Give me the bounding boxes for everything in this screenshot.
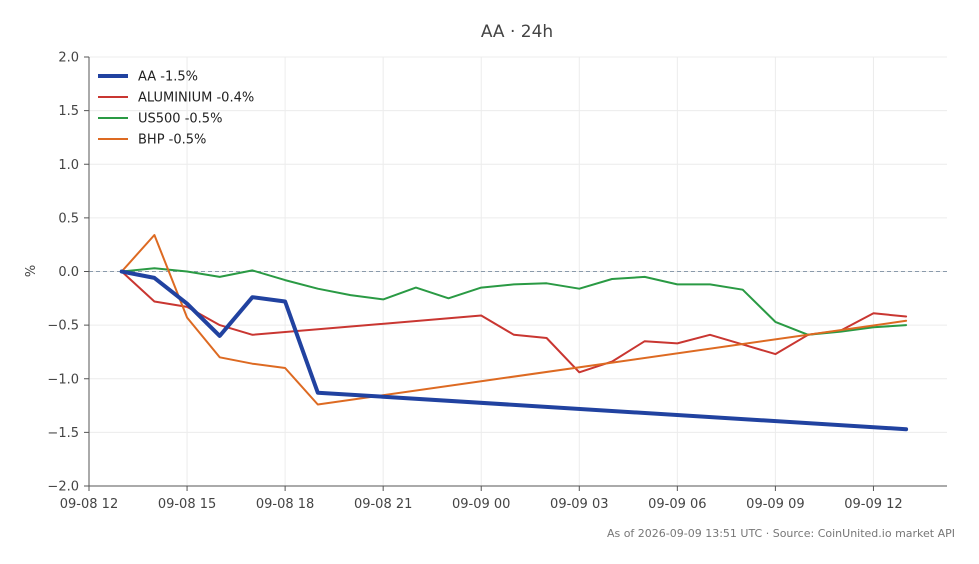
- x-tick-label: 09-08 12: [60, 497, 118, 512]
- legend-label: ALUMINIUM -0.4%: [138, 91, 254, 106]
- x-tick-label: 09-09 00: [452, 497, 510, 512]
- series-line-1: [120, 270, 908, 374]
- x-tick-label: 09-08 18: [256, 497, 314, 512]
- series-line-3: [120, 234, 908, 406]
- x-tick-label: 09-09 03: [550, 497, 608, 512]
- y-tick-label: −1.0: [47, 372, 79, 387]
- legend-label: BHP -0.5%: [138, 133, 206, 148]
- x-tick-label: 09-08 21: [354, 497, 412, 512]
- y-tick-label: 0.0: [58, 265, 79, 280]
- y-tick-label: −1.5: [47, 426, 79, 441]
- y-tick-label: 1.5: [58, 104, 79, 119]
- y-tick-label: −0.5: [47, 319, 79, 334]
- y-tick-label: −2.0: [47, 480, 79, 495]
- x-tick-label: 09-08 15: [158, 497, 216, 512]
- series-lines: [119, 234, 909, 432]
- y-axis-label: %: [24, 265, 39, 277]
- y-tick-label: 1.0: [58, 158, 79, 173]
- x-axis-ticks: 09-08 12 09-08 15 09-08 18 09-08 21 09-09 00…: [60, 486, 903, 512]
- legend-label: AA -1.5%: [138, 70, 198, 85]
- footer-note: As of 2026-09-09 13:51 UTC · Source: Coi…: [607, 527, 955, 540]
- y-tick-label: 2.0: [58, 51, 79, 66]
- y-axis-ticks: −2.0 −1.5 −1.0 −0.5 0.0 0.5 1.0 1.5 2.0: [47, 51, 89, 495]
- x-tick-label: 09-09 06: [648, 497, 706, 512]
- series-line-0: [119, 269, 909, 432]
- x-tick-label: 09-09 12: [844, 497, 902, 512]
- series-line-2: [120, 267, 908, 336]
- legend: AA -1.5% ALUMINIUM -0.4% US500 -0.5% BHP -0…: [98, 70, 254, 148]
- chart-title: AA · 24h: [481, 22, 553, 42]
- x-tick-label: 09-09 09: [746, 497, 804, 512]
- legend-label: US500 -0.5%: [138, 112, 222, 127]
- y-tick-label: 0.5: [58, 211, 79, 226]
